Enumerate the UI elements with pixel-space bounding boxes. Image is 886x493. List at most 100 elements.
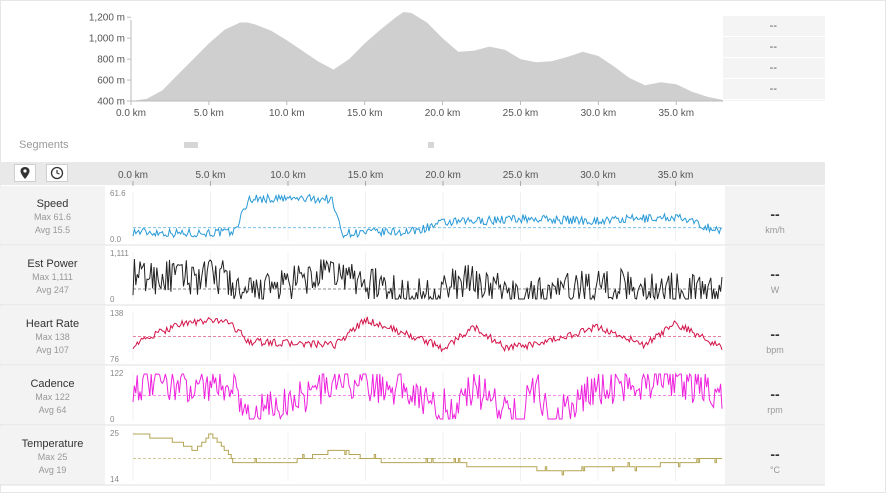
stat-value-4: -- xyxy=(723,79,825,100)
panel-y-min-label: 0.0 xyxy=(110,235,122,244)
panel-value-bg xyxy=(725,426,825,485)
map-pin-icon xyxy=(20,167,30,179)
elevation-y-tick-label: 1,200 m xyxy=(89,13,125,24)
metric-value: -- xyxy=(770,266,780,282)
metric-unit: km/h xyxy=(765,225,785,235)
metric-avg: Avg 19 xyxy=(38,465,67,475)
elevation-y-tick-label: 400 m xyxy=(97,97,125,108)
metric-name: Cadence xyxy=(30,378,75,390)
metric-value: -- xyxy=(770,206,780,222)
segment-bar[interactable] xyxy=(184,142,198,148)
panel-x-tick-label: 10.0 km xyxy=(270,170,306,181)
panel-x-tick-label: 5.0 km xyxy=(195,170,225,181)
metric-name: Temperature xyxy=(21,438,84,450)
metric-name: Heart Rate xyxy=(25,318,80,330)
panel-y-min-label: 0 xyxy=(110,415,115,424)
segments-label: Segments xyxy=(19,139,69,151)
metric-max: Max 138 xyxy=(35,332,70,342)
panel-y-max-label: 25 xyxy=(110,429,119,438)
panel-series-line xyxy=(133,433,722,476)
elevation-y-tick-label: 1,000 m xyxy=(89,34,125,45)
panel-label-bg xyxy=(0,246,105,305)
panel-y-max-label: 61.6 xyxy=(110,189,126,198)
elevation-x-tick-label: 15.0 km xyxy=(347,108,383,119)
panel-plot-bg xyxy=(105,426,725,485)
panel-label: Est Power Max 1,111 Avg 247 xyxy=(0,257,105,297)
map-view-button[interactable] xyxy=(14,164,36,182)
panel-y-max-label: 1,111 xyxy=(110,249,129,258)
panel-x-tick-label: 25.0 km xyxy=(503,170,539,181)
panel-label: Temperature Max 25 Avg 19 xyxy=(0,437,105,477)
panel-y-max-label: 122 xyxy=(110,369,124,378)
elevation-x-tick-label: 35.0 km xyxy=(658,108,694,119)
metric-unit: °C xyxy=(769,465,781,475)
panel-label-bg xyxy=(0,186,105,245)
panel-plot-bg xyxy=(105,186,725,245)
panel-series-line xyxy=(132,316,723,353)
panel-x-tick-label: 0.0 km xyxy=(118,170,148,181)
metric-unit: W xyxy=(770,285,780,295)
metric-value: -- xyxy=(770,326,780,342)
metric-unit: bpm xyxy=(766,345,784,355)
panel-label-bg xyxy=(0,366,105,425)
panel-series-line xyxy=(132,258,723,301)
panel-y-min-label: 76 xyxy=(110,355,119,364)
panel-x-tick-label: 35.0 km xyxy=(658,170,694,181)
panel-label-bg xyxy=(0,306,105,365)
metric-avg: Avg 107 xyxy=(36,345,69,355)
panel-series-line xyxy=(132,193,723,239)
elevation-y-tick-label: 800 m xyxy=(97,55,125,66)
panel-current-value: -- °C xyxy=(725,446,825,476)
stat-value-1: -- xyxy=(723,16,825,37)
metric-avg: Avg 64 xyxy=(38,405,67,415)
elevation-x-tick-label: 25.0 km xyxy=(503,108,539,119)
metric-max: Max 25 xyxy=(37,452,68,462)
metric-name: Speed xyxy=(36,198,69,210)
metric-max: Max 61.6 xyxy=(33,212,72,222)
metric-value: -- xyxy=(770,446,780,462)
panel-y-max-label: 138 xyxy=(110,309,124,318)
panel-current-value: -- W xyxy=(725,266,825,296)
panel-y-min-label: 14 xyxy=(110,475,119,484)
stat-value-3: -- xyxy=(723,58,825,79)
elevation-y-tick-label: 600 m xyxy=(97,76,125,87)
metric-name: Est Power xyxy=(27,258,78,270)
elevation-x-tick-label: 5.0 km xyxy=(194,108,224,119)
stats-panel: -- -- -- -- xyxy=(723,16,825,101)
panel-current-value: -- km/h xyxy=(725,206,825,236)
time-view-button[interactable] xyxy=(46,164,68,182)
elevation-x-tick-label: 10.0 km xyxy=(269,108,305,119)
panel-label: Heart Rate Max 138 Avg 107 xyxy=(0,317,105,357)
clock-icon xyxy=(50,166,64,180)
panel-toolbar xyxy=(0,162,825,185)
metric-unit: rpm xyxy=(767,405,783,415)
elevation-x-tick-label: 20.0 km xyxy=(425,108,461,119)
elevation-x-tick-label: 30.0 km xyxy=(581,108,617,119)
panel-value-bg xyxy=(725,366,825,425)
panel-label-bg xyxy=(0,426,105,485)
metric-max: Max 122 xyxy=(35,392,70,402)
metric-avg: Avg 15.5 xyxy=(34,225,71,235)
panel-plot-bg xyxy=(105,246,725,305)
metric-max: Max 1,111 xyxy=(32,272,73,282)
panel-x-tick-label: 20.0 km xyxy=(425,170,461,181)
metric-value: -- xyxy=(770,386,780,402)
panel-value-bg xyxy=(725,246,825,305)
panel-series-line xyxy=(132,372,723,421)
panel-current-value: -- bpm xyxy=(725,326,825,356)
panel-x-tick-label: 15.0 km xyxy=(348,170,384,181)
panel-y-min-label: 0 xyxy=(110,295,115,304)
elevation-x-tick-label: 0.0 km xyxy=(116,108,146,119)
segment-bar[interactable] xyxy=(428,142,434,148)
panel-current-value: -- rpm xyxy=(725,386,825,416)
panel-value-bg xyxy=(725,306,825,365)
elevation-chart: 1,200 m 1,000 m 800 m 600 m 400 m 0.0 km 5.0 … xyxy=(89,12,723,119)
panel-label: Speed Max 61.6 Avg 15.5 xyxy=(0,197,105,237)
top-divider xyxy=(0,0,886,1)
panel-value-bg xyxy=(725,186,825,245)
panel-x-tick-label: 30.0 km xyxy=(580,170,616,181)
panel-plot-bg xyxy=(105,306,725,365)
panel-label: Cadence Max 122 Avg 64 xyxy=(0,377,105,417)
stat-value-2: -- xyxy=(723,37,825,58)
